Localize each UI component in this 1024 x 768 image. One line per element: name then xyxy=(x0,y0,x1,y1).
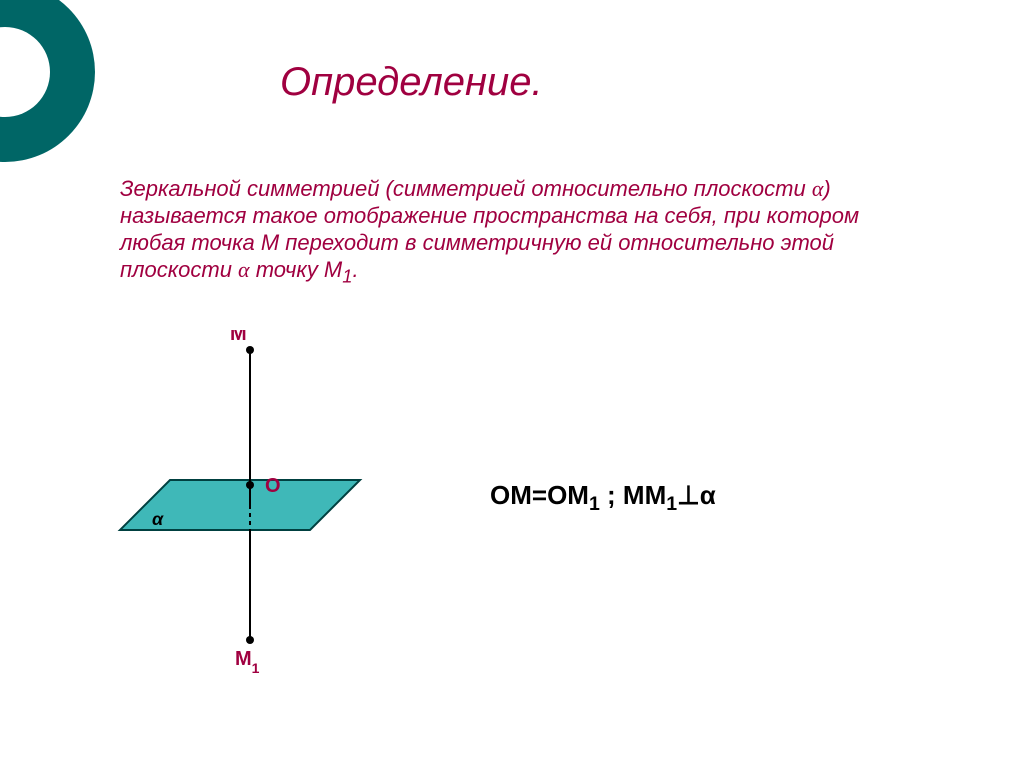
formula-sep: ; ММ xyxy=(600,480,666,510)
svg-text:M: M xyxy=(230,330,247,345)
def-part-1: Зеркальной симметрией (симметрией относи… xyxy=(120,176,812,201)
def-part-3: точку М xyxy=(250,257,343,282)
svg-text:M1: M1 xyxy=(235,648,260,676)
formula-s2: 1 xyxy=(666,493,677,515)
symmetry-formula: ОМ=ОМ1 ; ММ1⊥α xyxy=(490,480,716,516)
svg-text:O: O xyxy=(265,475,281,497)
def-alpha-1: α xyxy=(812,176,824,201)
symmetry-diagram: α M O M1 xyxy=(100,330,420,690)
def-alpha-2: α xyxy=(238,257,250,282)
formula-om: ОМ=ОМ xyxy=(490,480,589,510)
def-sub-1: 1 xyxy=(342,265,352,286)
formula-perp: ⊥ xyxy=(677,480,700,510)
formula-alpha: α xyxy=(700,480,716,510)
svg-text:α: α xyxy=(152,509,164,529)
formula-s1: 1 xyxy=(589,493,600,515)
definition-text: Зеркальной симметрией (симметрией относи… xyxy=(120,175,910,289)
def-part-4: . xyxy=(352,257,358,282)
page-title: Определение. xyxy=(280,60,543,105)
diagram-svg: α M O M1 xyxy=(100,330,420,690)
